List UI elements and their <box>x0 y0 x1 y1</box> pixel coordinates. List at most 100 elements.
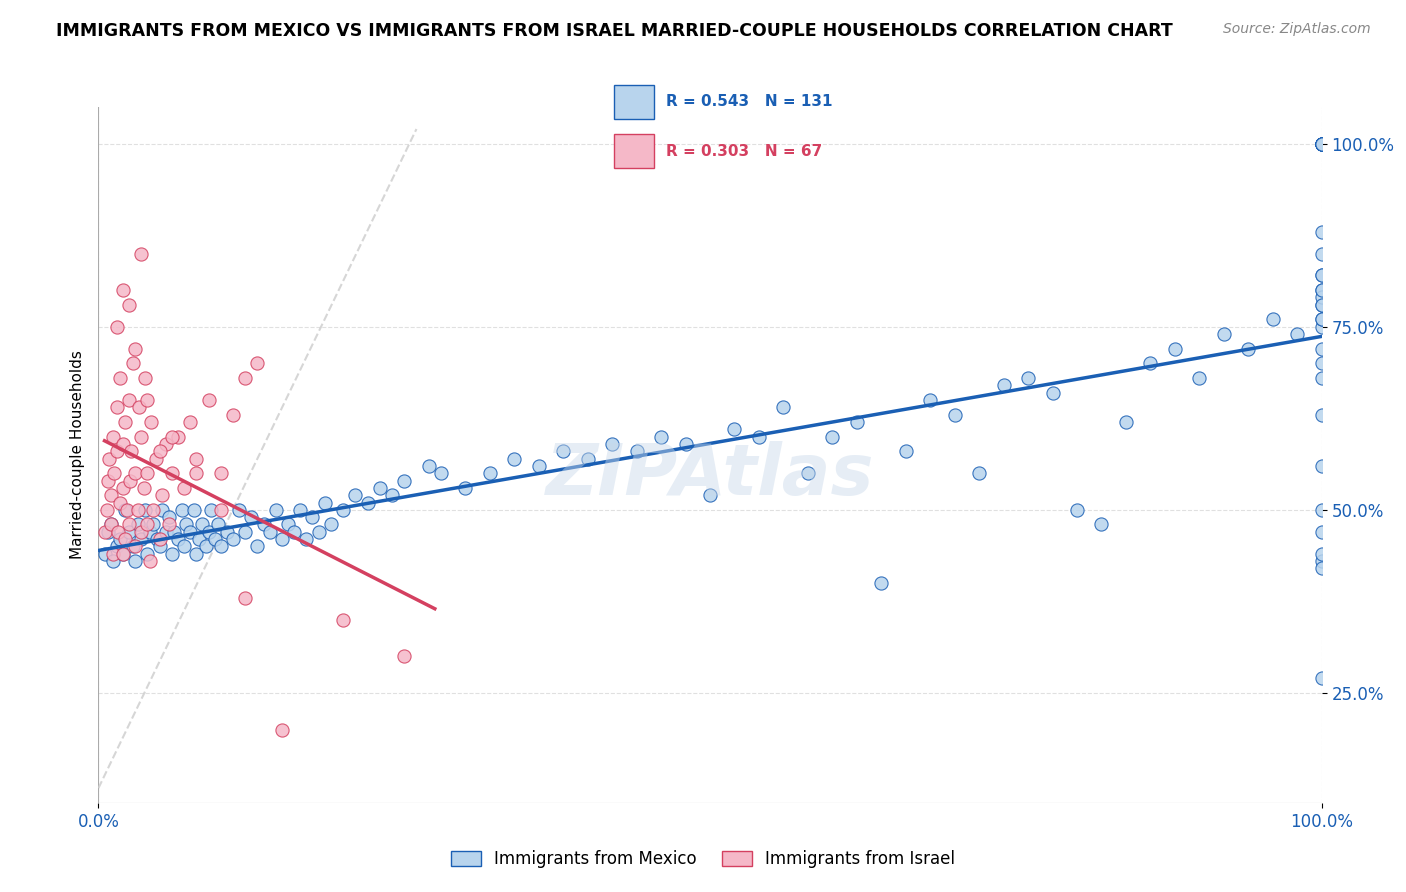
Point <box>283 524 305 539</box>
Point <box>170 503 193 517</box>
Point <box>233 591 256 605</box>
Point <box>207 517 229 532</box>
Point <box>1310 283 1333 297</box>
Point <box>197 392 219 407</box>
Point <box>110 495 132 509</box>
Point <box>155 437 177 451</box>
Point <box>1310 298 1333 312</box>
Point <box>1042 385 1064 400</box>
Point <box>1310 319 1333 334</box>
Point <box>157 510 180 524</box>
Point <box>157 517 180 532</box>
Point <box>100 517 122 532</box>
Point <box>1310 136 1333 151</box>
Point <box>101 429 124 443</box>
Point <box>1286 327 1309 342</box>
Point <box>179 415 201 429</box>
Point <box>120 474 142 488</box>
Point <box>197 524 219 539</box>
Point <box>111 437 134 451</box>
Point <box>650 429 672 443</box>
Point <box>1310 136 1333 151</box>
Point <box>114 415 136 429</box>
Point <box>124 554 146 568</box>
Point <box>120 444 142 458</box>
Point <box>209 503 232 517</box>
Point <box>105 444 128 458</box>
Point <box>173 481 195 495</box>
Point <box>920 392 942 407</box>
Point <box>160 467 183 481</box>
Point <box>127 517 149 532</box>
Point <box>121 356 143 370</box>
Point <box>418 458 440 473</box>
Point <box>870 576 893 591</box>
Point <box>222 532 245 546</box>
Point <box>1237 342 1260 356</box>
Point <box>129 524 152 539</box>
Text: IMMIGRANTS FROM MEXICO VS IMMIGRANTS FROM ISRAEL MARRIED-COUPLE HOUSEHOLDS CORRE: IMMIGRANTS FROM MEXICO VS IMMIGRANTS FRO… <box>56 22 1173 40</box>
Point <box>200 503 222 517</box>
Point <box>1310 671 1333 685</box>
Text: ZIPAtlas: ZIPAtlas <box>546 442 875 510</box>
Point <box>146 532 169 546</box>
Point <box>105 319 128 334</box>
Point <box>626 444 648 458</box>
Point <box>1310 342 1333 356</box>
Point <box>183 503 205 517</box>
Point <box>222 408 245 422</box>
Point <box>191 517 214 532</box>
Y-axis label: Married-couple Households: Married-couple Households <box>69 351 84 559</box>
Point <box>111 481 134 495</box>
Point <box>167 429 190 443</box>
Point <box>187 532 209 546</box>
Point <box>1310 298 1333 312</box>
Point <box>176 517 198 532</box>
Point <box>1310 561 1333 575</box>
Point <box>163 524 186 539</box>
Point <box>134 371 156 385</box>
Point <box>553 444 575 458</box>
Point <box>1310 136 1333 151</box>
Point <box>943 408 966 422</box>
Point <box>111 283 134 297</box>
Point <box>139 524 162 539</box>
Point <box>295 532 318 546</box>
Point <box>381 488 404 502</box>
Point <box>1212 327 1234 342</box>
Point <box>290 503 312 517</box>
Point <box>93 547 115 561</box>
Text: R = 0.543   N = 131: R = 0.543 N = 131 <box>666 95 832 110</box>
Point <box>149 532 172 546</box>
Point <box>179 524 201 539</box>
Point <box>98 451 121 466</box>
Point <box>503 451 526 466</box>
Point <box>332 613 354 627</box>
Point <box>209 467 232 481</box>
Point <box>105 540 128 554</box>
Point <box>101 547 124 561</box>
Point <box>173 540 195 554</box>
Point <box>124 467 146 481</box>
Point <box>1310 312 1333 326</box>
Point <box>252 517 274 532</box>
Point <box>259 524 281 539</box>
Point <box>240 510 263 524</box>
Point <box>270 723 294 737</box>
Point <box>149 444 172 458</box>
Point <box>1310 290 1333 304</box>
Point <box>96 503 118 517</box>
Point <box>136 467 159 481</box>
Point <box>772 401 794 415</box>
Point <box>675 437 697 451</box>
Point <box>118 298 141 312</box>
Point <box>142 503 165 517</box>
Point <box>270 532 294 546</box>
Point <box>160 547 183 561</box>
Point <box>186 467 208 481</box>
Point <box>1310 136 1333 151</box>
Point <box>392 649 416 664</box>
Point <box>1310 268 1333 283</box>
Point <box>344 488 367 502</box>
Point <box>356 495 378 509</box>
